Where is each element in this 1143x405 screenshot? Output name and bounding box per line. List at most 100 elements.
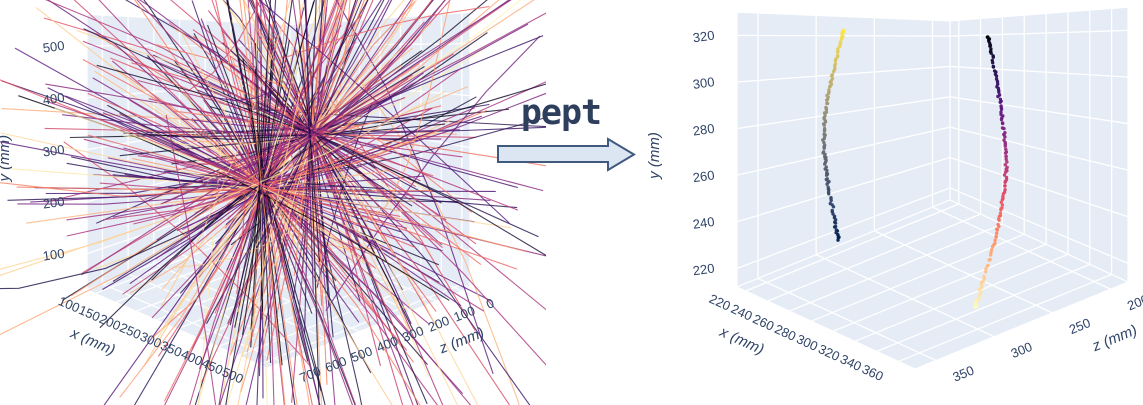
z-tick-label: 700 — [297, 363, 323, 385]
trajectory-point — [995, 228, 1000, 232]
trajectory-point — [824, 177, 828, 182]
lor-line — [267, 0, 361, 302]
z-tick-label: 0 — [484, 295, 496, 312]
trajectory-point — [1003, 151, 1008, 155]
y-tick-label: 300 — [42, 142, 66, 160]
grid-line — [949, 29, 1129, 37]
lor-line — [82, 59, 415, 363]
grid-line — [767, 213, 981, 302]
trajectory-point — [977, 287, 981, 292]
trajectory-point — [997, 90, 1001, 94]
trajectory-point — [997, 224, 1001, 229]
lor-line — [239, 0, 286, 405]
y-tick-label: 200 — [42, 194, 66, 212]
y-tick-label: 400 — [42, 90, 66, 108]
lor-line — [208, 87, 398, 195]
grid-line — [745, 203, 959, 292]
lor-line — [291, 0, 328, 403]
x-tick-label: 220 — [707, 291, 733, 314]
trajectory-point — [831, 205, 836, 209]
y-tick-label: 240 — [692, 214, 716, 232]
lor-line — [156, 22, 432, 340]
lor-line — [258, 0, 510, 224]
x-tick-label: 300 — [794, 331, 820, 354]
trajectory-point — [999, 117, 1004, 122]
trajectory-point — [823, 162, 827, 166]
lor-line — [238, 53, 413, 207]
lor-line — [137, 77, 409, 165]
trajectory-point — [1001, 121, 1005, 126]
trajectory-point — [1005, 160, 1009, 164]
lor-line — [0, 109, 488, 197]
trajectory-point — [997, 218, 1001, 222]
trajectory-point — [1004, 154, 1008, 159]
trajectory-point — [824, 173, 829, 177]
grid-line — [736, 126, 951, 176]
lor-line — [200, 18, 321, 405]
trajectory-point — [837, 235, 841, 239]
lor-line — [35, 7, 365, 265]
trajectory-point — [833, 224, 838, 229]
lor-line — [251, 0, 405, 256]
lor-line — [187, 0, 262, 92]
trajectory-point — [836, 238, 840, 242]
grid-line — [197, 257, 401, 339]
lors-plot-3d[interactable]: 1001502002503003504004505000100200300400… — [0, 0, 615, 405]
grid-line — [949, 65, 1129, 78]
lor-line — [138, 0, 443, 246]
trajectory-point — [984, 267, 988, 271]
trajectory-point — [1004, 170, 1008, 174]
x-tick-label: 340 — [838, 351, 864, 374]
y-tick-label: 300 — [692, 74, 716, 92]
trajectory-point — [996, 82, 1000, 86]
grid-line — [949, 126, 1129, 171]
lor-line — [229, 0, 365, 355]
trajectory-point — [828, 85, 832, 89]
lor-line — [221, 0, 459, 405]
trajectory-point — [833, 63, 837, 68]
trajectory-point — [999, 200, 1003, 204]
lor-line — [17, 165, 362, 205]
y-tick-label: 280 — [692, 121, 716, 139]
trajectory-point — [825, 182, 829, 186]
lor-line — [204, 180, 346, 193]
trajectory-point — [993, 238, 997, 242]
lor-line — [295, 65, 328, 148]
z-tick-label: 600 — [323, 353, 349, 375]
lor-line — [161, 0, 291, 307]
lor-line — [292, 0, 336, 405]
lor-line — [364, 1, 451, 223]
grid-line — [949, 96, 1129, 125]
lor-line — [231, 56, 310, 405]
trajectory-point — [979, 280, 984, 285]
y-axis-title: y (mm) — [0, 135, 13, 183]
pept-label: pept — [521, 93, 601, 133]
grid-line — [757, 277, 937, 362]
lor-line — [197, 89, 276, 102]
lor-line — [96, 64, 546, 257]
trajectory-point — [829, 198, 833, 203]
trajectory-point — [999, 208, 1003, 212]
trajectory-point — [991, 65, 996, 69]
trajectory-point — [998, 100, 1002, 105]
grid-line — [949, 187, 1129, 264]
trajectory-point — [982, 276, 987, 280]
trajectory-point — [822, 123, 826, 127]
lor-line — [242, 0, 272, 336]
trajectory-point — [988, 257, 992, 262]
trajectory-point — [989, 250, 993, 255]
trajectory-point — [995, 231, 999, 235]
trajectories-plot-3d[interactable]: 2202402602803003203403602002503003502202… — [646, 6, 1143, 385]
trajectory-point — [833, 221, 838, 225]
lor-line — [87, 134, 518, 270]
lor-line — [168, 21, 482, 266]
x-tick-label: 320 — [816, 341, 842, 364]
trajectory-point — [822, 129, 827, 133]
trajectory-point — [990, 244, 995, 249]
grid-line — [258, 283, 463, 366]
grid-line — [932, 206, 1111, 290]
x-tick-label: 260 — [750, 311, 776, 334]
z-tick-label: 250 — [1067, 315, 1093, 337]
z-tick-label: 100 — [452, 303, 478, 325]
trajectory-point — [1000, 203, 1005, 207]
